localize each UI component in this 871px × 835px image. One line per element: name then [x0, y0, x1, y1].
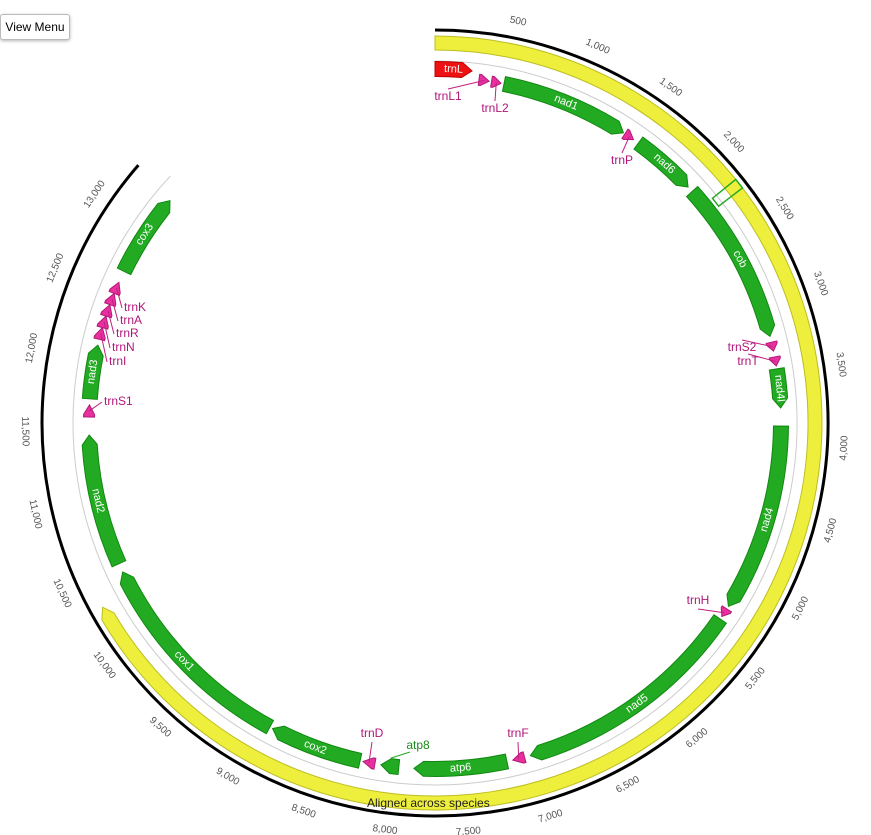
trna — [477, 73, 491, 87]
tick-label: 10,500 — [51, 577, 74, 610]
view-menu-button[interactable]: View Menu — [0, 14, 70, 40]
tick-label: 7,000 — [537, 808, 565, 826]
tick-label: 1,500 — [657, 76, 684, 100]
gene — [380, 758, 401, 776]
gene — [501, 76, 625, 135]
leader-line — [88, 401, 103, 412]
tick-label: 5,500 — [744, 665, 768, 692]
tick-label: 6,500 — [614, 774, 642, 796]
leader-line — [111, 298, 119, 322]
gene-label: nad3 — [85, 359, 100, 385]
trna-label: trnI — [109, 354, 126, 368]
trna-label: trnN — [112, 340, 135, 354]
leader-line — [390, 751, 411, 759]
leader-line — [368, 741, 373, 763]
trna — [100, 303, 113, 319]
trna — [96, 315, 109, 330]
trna-label: trnD — [361, 726, 384, 740]
leader-line — [116, 287, 123, 309]
leader-line — [100, 333, 108, 363]
tick-label: 7,500 — [456, 825, 482, 835]
gene-label: atp8 — [406, 738, 430, 752]
tick-label: 13,000 — [82, 178, 108, 210]
tick-label: 12,500 — [45, 251, 67, 284]
trna-label: trnR — [116, 326, 139, 340]
leader-line — [621, 136, 630, 154]
tick-label: 500 — [509, 15, 528, 29]
gene — [633, 136, 689, 188]
tick-label: 3,500 — [833, 351, 848, 378]
gene — [119, 571, 275, 735]
gene — [685, 185, 776, 338]
gene — [81, 434, 127, 568]
trna — [511, 751, 527, 764]
tick-label: 9,500 — [147, 715, 173, 740]
tick-label: 4,000 — [838, 435, 851, 461]
tick-label: 2,000 — [721, 129, 746, 155]
tick-label: 11,000 — [26, 498, 43, 530]
trna-label: trnS1 — [104, 394, 133, 408]
aligned-band — [101, 35, 823, 811]
trna — [490, 75, 502, 88]
gene — [768, 367, 789, 409]
leader-line — [447, 80, 485, 90]
inner-ring — [72, 60, 798, 786]
trna-label: trnS2 — [728, 340, 757, 354]
gene-label: nad4l — [772, 374, 787, 402]
tick-label: 6,000 — [684, 726, 711, 751]
trna — [93, 326, 106, 342]
leader-line — [494, 82, 497, 102]
gene-label: nad2 — [89, 488, 106, 515]
gene — [413, 753, 510, 777]
selection-box — [711, 178, 744, 208]
tick-label: 12,000 — [24, 332, 40, 365]
trna-label: trnA — [120, 313, 142, 327]
leader-line — [747, 353, 776, 362]
tick-label: 10,000 — [91, 650, 118, 682]
leader-line — [517, 741, 520, 759]
gene — [271, 725, 363, 769]
gene — [116, 199, 171, 276]
trna-label: trnL1 — [434, 89, 462, 103]
trna-label: trnP — [611, 153, 633, 167]
tick-label: 2,500 — [773, 195, 796, 222]
feature-red — [434, 60, 473, 79]
trna-label: trnF — [507, 726, 528, 740]
trna — [362, 757, 377, 770]
aligned-label: Aligned across species — [367, 796, 490, 810]
gene — [529, 614, 728, 761]
trna-label: trnL2 — [481, 101, 509, 115]
trna — [621, 128, 635, 141]
outer-ring — [40, 28, 830, 818]
trna-label: trnH — [687, 593, 710, 607]
tick-label: 8,500 — [290, 802, 318, 821]
tick-label: 4,500 — [822, 517, 839, 544]
trna — [720, 605, 733, 618]
trna — [104, 292, 117, 308]
tick-label: 9,000 — [214, 766, 242, 788]
leader-line — [741, 339, 773, 348]
trna-label: trnT — [737, 354, 759, 368]
leader-line — [697, 608, 725, 614]
leader-line — [107, 310, 115, 335]
tick-label: 1,000 — [584, 37, 612, 57]
gene — [81, 344, 104, 400]
tick-label: 3,000 — [811, 270, 830, 298]
tick-label: 8,000 — [372, 823, 399, 835]
gene-label: trnL — [444, 63, 464, 76]
tick-label: 5,000 — [790, 594, 811, 622]
gene-label: atp6 — [450, 761, 472, 775]
tick-label: 11,500 — [19, 416, 31, 447]
trna-label: trnK — [124, 300, 146, 314]
gene — [726, 425, 789, 608]
leader-line — [103, 321, 111, 349]
trna — [83, 403, 96, 418]
